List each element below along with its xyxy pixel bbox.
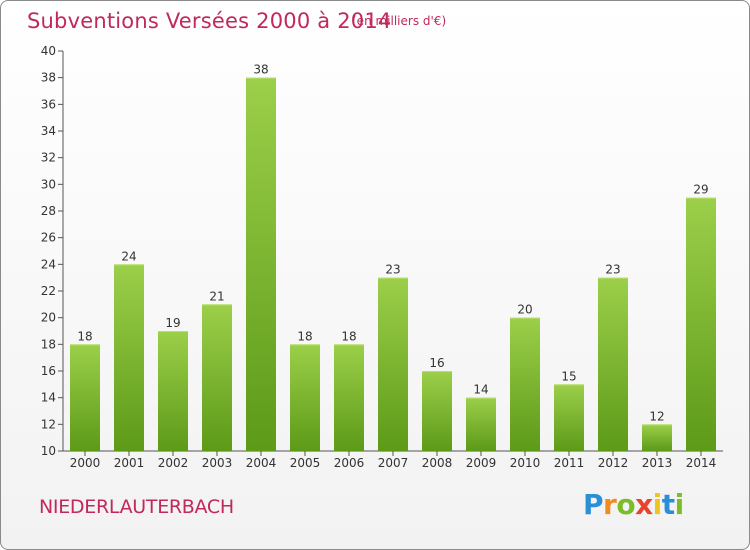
- logo-letter: t: [661, 488, 675, 521]
- x-tick-label: 2008: [422, 456, 453, 470]
- y-tick-label: 10: [41, 444, 56, 458]
- logo-letter: r: [603, 488, 617, 521]
- bar-value-label: 16: [429, 356, 444, 370]
- x-tick-label: 2007: [378, 456, 409, 470]
- x-tick-label: 2000: [70, 456, 101, 470]
- bars: 18 24 19 21 38 18 18 23 16 14 20 15 23 12 29: [70, 63, 716, 452]
- bar-value-label: 23: [385, 263, 400, 277]
- bar: [598, 277, 628, 451]
- logo-letter: o: [616, 488, 636, 521]
- bar: [334, 344, 364, 451]
- bar: [202, 304, 232, 451]
- x-tick-label: 2010: [510, 456, 541, 470]
- x-tick-label: 2012: [598, 456, 629, 470]
- x-tick-label: 2002: [158, 456, 189, 470]
- x-tick-label: 2009: [466, 456, 497, 470]
- x-axis: 2000 2001 2002 2003 2004 2005 2006 2007 2008 2009…: [63, 450, 723, 470]
- bar-value-label: 29: [693, 183, 708, 197]
- logo-letter: x: [635, 488, 653, 521]
- y-tick-label: 36: [41, 97, 56, 111]
- bar: [114, 264, 144, 451]
- bar-value-label: 15: [561, 369, 576, 383]
- chart-subtitle: (en milliers d'€): [352, 14, 447, 28]
- bar-value-label: 21: [209, 289, 224, 303]
- bar: [290, 344, 320, 451]
- bar: [158, 331, 188, 451]
- x-tick-label: 2001: [114, 456, 145, 470]
- y-axis: 10 12 14 16 18 20 22 24 26 28 30 32 34 36 38 40: [41, 44, 64, 458]
- y-tick-label: 38: [41, 71, 56, 85]
- x-tick-label: 2004: [246, 456, 277, 470]
- bar-value-label: 18: [341, 329, 356, 343]
- y-tick-label: 28: [41, 204, 56, 218]
- bar: [642, 424, 672, 451]
- logo-letter: i: [674, 488, 685, 521]
- bar: [686, 197, 716, 451]
- y-tick-label: 12: [41, 417, 56, 431]
- x-tick-label: 2011: [554, 456, 585, 470]
- y-tick-label: 16: [41, 364, 56, 378]
- place-name: NIEDERLAUTERBACH: [39, 496, 234, 518]
- bar-value-label: 19: [165, 316, 180, 330]
- bar: [246, 77, 276, 452]
- bar: [510, 317, 540, 451]
- bar-value-label: 20: [517, 303, 532, 317]
- x-tick-label: 2014: [686, 456, 717, 470]
- bar-value-label: 14: [473, 383, 488, 397]
- bar: [378, 277, 408, 451]
- y-tick-label: 14: [41, 391, 56, 405]
- chart-title: Subventions Versées 2000 à 2014: [27, 9, 392, 33]
- y-tick-label: 30: [41, 177, 56, 191]
- bar-value-label: 12: [649, 409, 664, 423]
- x-tick-label: 2013: [642, 456, 673, 470]
- x-tick-label: 2003: [202, 456, 233, 470]
- y-tick-label: 40: [41, 44, 56, 58]
- bar-value-label: 24: [121, 249, 136, 263]
- bar-value-label: 18: [297, 329, 312, 343]
- x-tick-label: 2005: [290, 456, 321, 470]
- y-tick-label: 32: [41, 151, 56, 165]
- y-tick-label: 24: [41, 257, 56, 271]
- bar-value-label: 23: [605, 263, 620, 277]
- proxiti-logo[interactable]: Proxiti: [583, 488, 684, 521]
- y-tick-label: 34: [41, 124, 56, 138]
- logo-letter: i: [652, 488, 663, 521]
- bar-value-label: 18: [77, 329, 92, 343]
- y-tick-label: 20: [41, 311, 56, 325]
- bar: [466, 397, 496, 451]
- y-tick-label: 26: [41, 231, 56, 245]
- y-tick-label: 18: [41, 337, 56, 351]
- y-tick-label: 22: [41, 284, 56, 298]
- bar-value-label: 38: [253, 63, 268, 77]
- x-tick-label: 2006: [334, 456, 365, 470]
- bar: [554, 384, 584, 451]
- bar: [422, 371, 452, 451]
- logo-letter: P: [583, 488, 604, 521]
- bar: [70, 344, 100, 451]
